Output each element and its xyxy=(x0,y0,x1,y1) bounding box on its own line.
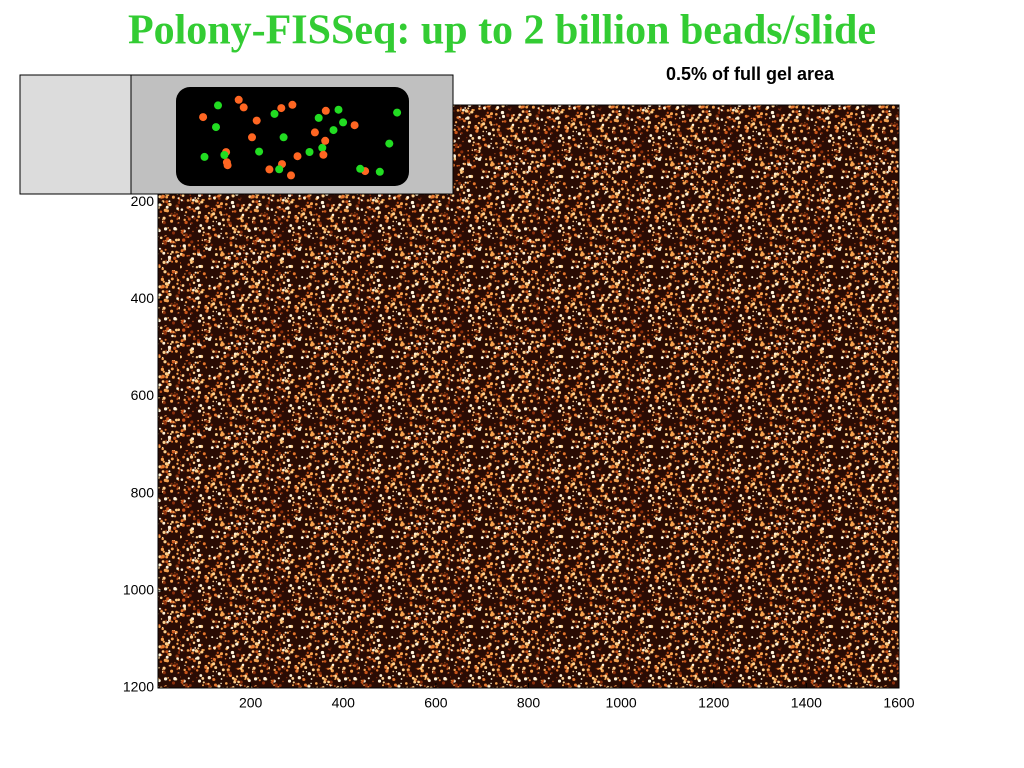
inset-bead xyxy=(385,139,394,148)
x-tick-label: 600 xyxy=(424,695,448,711)
inset-bead xyxy=(277,104,286,113)
inset-bead xyxy=(310,128,319,137)
slide-label-area xyxy=(19,74,132,195)
inset-bead xyxy=(319,150,328,159)
inset-bead xyxy=(334,105,343,114)
inset-bead xyxy=(239,103,248,112)
x-tick-label: 1000 xyxy=(606,695,637,711)
y-tick-label: 800 xyxy=(131,484,155,500)
x-tick-label: 1600 xyxy=(883,695,914,711)
slide-title: Polony-FISSeq: up to 2 billion beads/sli… xyxy=(128,8,876,54)
y-tick-label: 1000 xyxy=(123,582,154,598)
inset-bead xyxy=(350,121,359,130)
inset-bead xyxy=(314,113,323,122)
y-tick-label: 200 xyxy=(131,193,155,209)
inset-bead xyxy=(248,133,256,142)
inset-bead xyxy=(214,101,222,110)
inset-bead xyxy=(234,95,243,104)
x-tick-label: 800 xyxy=(517,695,541,711)
inset-bead xyxy=(220,151,229,159)
inset-bead xyxy=(275,165,284,174)
x-tick-label: 200 xyxy=(239,695,263,711)
inset-bead xyxy=(293,152,302,161)
inset-bead xyxy=(223,161,232,170)
inset-bead xyxy=(305,148,314,156)
inset-bead xyxy=(279,133,288,142)
annotation: 0.5% of full gel area xyxy=(666,64,835,84)
bead-dots xyxy=(199,95,402,180)
inset-bead xyxy=(356,164,365,173)
inset-bead xyxy=(321,106,330,115)
gel-texture xyxy=(158,105,899,688)
gel-region xyxy=(176,87,409,186)
y-tick-label: 400 xyxy=(131,290,155,306)
y-tick-label: 600 xyxy=(131,387,155,403)
inset-bead xyxy=(287,171,295,180)
inset-bead xyxy=(212,123,220,132)
inset-bead xyxy=(199,113,208,122)
inset-bead xyxy=(200,152,209,161)
inset-bead xyxy=(329,126,338,135)
inset-bead xyxy=(339,118,348,127)
x-tick-label: 1200 xyxy=(698,695,729,711)
inset-bead xyxy=(265,165,274,174)
inset-bead xyxy=(288,100,297,109)
inset-bead xyxy=(255,147,264,156)
inset-bead xyxy=(252,116,261,125)
x-tick-label: 1400 xyxy=(791,695,822,711)
slide-inset xyxy=(19,74,454,195)
x-tick-label: 400 xyxy=(332,695,356,711)
axes: 200 400 600 800 1000 1200 1400 1600 200 400 600 800… xyxy=(123,193,915,711)
inset-bead xyxy=(375,167,384,176)
inset-bead xyxy=(393,108,402,117)
inset-bead xyxy=(270,109,279,118)
inset-bead xyxy=(321,136,330,145)
y-tick-label: 1200 xyxy=(123,679,154,695)
inset-bead xyxy=(318,143,327,152)
